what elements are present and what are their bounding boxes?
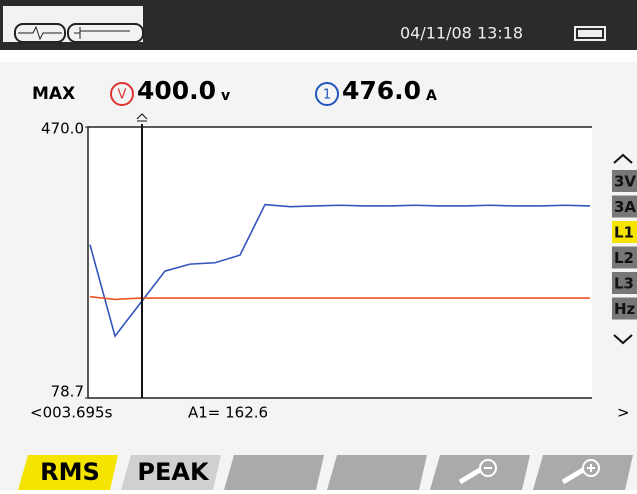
plot-area	[88, 127, 592, 398]
mode-label: MAX	[32, 84, 75, 104]
side-button-label: L3	[614, 275, 634, 293]
tab-label: RMS	[40, 458, 100, 486]
tab-label: PEAK	[137, 458, 210, 486]
next-arrow[interactable]: >	[617, 404, 630, 422]
current-value: 476.0	[342, 76, 421, 105]
y-tick-label: 470.0	[41, 120, 84, 138]
y-tick-label: 78.7	[51, 383, 84, 401]
side-button-label: L2	[614, 249, 634, 267]
cursor-reading: A1= 162.6	[188, 404, 268, 422]
voltage-unit: v	[221, 88, 230, 104]
tab-button[interactable]	[327, 455, 427, 490]
voltage-symbol: V	[118, 88, 127, 103]
cursor-time: <003.695s	[30, 404, 113, 422]
screen: 04/11/08 13:18 MAX V 400.0 v 1 476.0 A 4…	[0, 0, 637, 490]
header-gap	[0, 50, 637, 62]
battery-level	[578, 30, 602, 37]
side-button-label: 3V	[614, 173, 636, 191]
datetime: 04/11/08 13:18	[400, 24, 523, 43]
side-button-label: 3A	[614, 198, 636, 216]
current-symbol: 1	[323, 88, 331, 103]
current-unit: A	[426, 88, 437, 104]
side-button-label: L1	[614, 224, 634, 242]
voltage-value: 400.0	[137, 76, 216, 105]
side-button-label: Hz	[614, 300, 636, 318]
tab-button[interactable]	[224, 455, 324, 490]
